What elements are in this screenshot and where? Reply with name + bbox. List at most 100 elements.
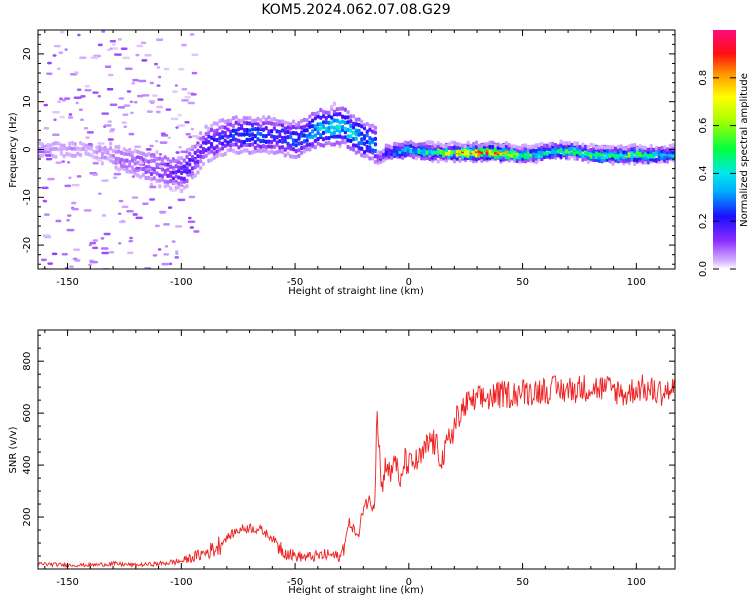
spectrogram-cell — [341, 125, 345, 130]
spectrogram-cell — [455, 142, 459, 147]
spectrogram-cell — [589, 147, 593, 153]
spectrogram-cell — [349, 128, 353, 133]
spectrogram-cell — [278, 149, 282, 154]
spectrogram-cell — [532, 144, 536, 149]
spectrogram-cell — [458, 142, 462, 147]
snr-ylabel: SNR (v/v) — [8, 426, 19, 473]
spectrogram-cell — [436, 159, 440, 164]
snr-panel: -150 -100 -50 0 50 100 200 400 600 800 Height of … — [8, 329, 676, 596]
spectrogram-cell — [504, 140, 509, 146]
spectrogram-cell — [373, 148, 377, 154]
snr-xlabel: Height of straight line (km) — [288, 585, 424, 596]
spectrogram-cell — [101, 251, 110, 255]
spectrogram-cell — [488, 140, 492, 145]
spectrogram-cell — [474, 145, 478, 150]
spectrogram-cell — [300, 145, 304, 151]
spectrogram-cell — [106, 87, 114, 91]
spectrogram-cell — [360, 146, 364, 151]
spectrogram-cell — [159, 211, 166, 214]
spectrogram-cell — [431, 140, 435, 145]
spectrogram-cell — [450, 146, 454, 151]
spectrogram-cell — [543, 151, 547, 156]
spectrogram-cell — [98, 148, 102, 153]
spectrogram-cell — [83, 209, 92, 212]
spectrogram-cell — [129, 100, 134, 104]
spectrogram-cell — [586, 159, 590, 164]
spectrogram-cell — [630, 156, 634, 161]
spectrogram-cell — [128, 163, 132, 168]
spectrogram-cell — [234, 128, 238, 133]
spectrogram-cell — [201, 146, 205, 152]
spectrogram-cell — [308, 132, 312, 137]
spectrogram-cell — [237, 138, 241, 143]
spectrogram-cell — [117, 212, 122, 215]
spectrogram-cell — [300, 133, 304, 138]
spectrogram-cell — [321, 120, 326, 125]
spectrogram-cell — [92, 91, 99, 94]
spectrogram-cell — [231, 137, 236, 142]
spectrogram-cell — [57, 147, 61, 152]
spectrogram-cell — [135, 156, 143, 159]
spectrogram-cell — [177, 156, 181, 161]
y-tick-label: -10 — [22, 189, 33, 205]
spectrogram-cell — [474, 153, 478, 158]
spectrogram-cell — [335, 128, 339, 133]
spectrogram-cell — [250, 142, 255, 147]
spectrogram-cell — [480, 143, 484, 148]
spectrogram-cell — [338, 125, 342, 130]
spectrogram-cell — [92, 155, 96, 160]
spectrogram-cell — [390, 152, 394, 157]
spectrogram-cell — [316, 110, 320, 116]
spectrogram-cell — [132, 213, 138, 216]
spectrogram-cell — [226, 122, 230, 127]
spectrogram-cell — [136, 94, 144, 98]
spectrogram-cell — [351, 125, 356, 130]
spectrogram-cell — [259, 139, 263, 144]
spectrogram-cell — [168, 262, 173, 266]
spectrogram-cell — [234, 142, 238, 147]
spectrogram-cell — [242, 148, 246, 153]
spectrogram-cell — [360, 137, 364, 142]
spectrogram-cell — [85, 136, 90, 139]
spectrogram-cell — [305, 118, 309, 123]
spectrogram-cell — [179, 156, 184, 161]
spectrogram-cell — [229, 122, 233, 127]
spectrogram-cell — [381, 148, 386, 153]
spectrogram-cell — [371, 148, 375, 153]
spectrogram-cell — [455, 152, 459, 157]
spectrogram-cell — [286, 151, 290, 156]
spectrogram-cell — [38, 154, 42, 159]
spectrogram-cell — [300, 118, 304, 124]
spectrogram-cell — [43, 150, 51, 154]
spectrogram-cell — [152, 94, 158, 97]
spectrogram-cell — [96, 159, 103, 162]
spectrogram-cell — [354, 132, 358, 137]
spectrogram-cell — [305, 147, 309, 152]
spectrogram-cell — [278, 129, 282, 135]
spectrogram-cell — [270, 139, 274, 145]
spectrogram-cell — [229, 118, 233, 123]
spectrogram-cell — [280, 123, 285, 128]
spectrogram-cell — [283, 120, 287, 125]
spectrogram-cell — [633, 157, 637, 163]
spectrogram-cell — [556, 144, 560, 149]
spectrogram-cell — [267, 139, 271, 144]
spectrogram-cell — [439, 142, 443, 147]
spectrogram-cell — [133, 148, 137, 153]
spectrogram-cell — [589, 142, 593, 147]
spectrogram-cell — [472, 146, 476, 151]
spectrogram-cell — [149, 158, 154, 163]
spectrogram-cell — [616, 144, 620, 150]
spectrogram-cell — [97, 95, 102, 98]
spectrogram-cell — [172, 168, 176, 171]
spectrogram-cell — [248, 137, 252, 143]
spectrogram-cell — [171, 170, 175, 175]
spectrogram-cell — [66, 228, 75, 232]
spectrogram-cell — [174, 185, 178, 190]
spectrogram-cell — [324, 120, 328, 125]
spectrogram-cell — [165, 108, 172, 111]
spectrogram-cell — [234, 150, 238, 155]
spectrogram-cell — [64, 184, 72, 188]
spectrogram-cell — [373, 130, 377, 135]
spectrogram-cell — [627, 158, 631, 163]
